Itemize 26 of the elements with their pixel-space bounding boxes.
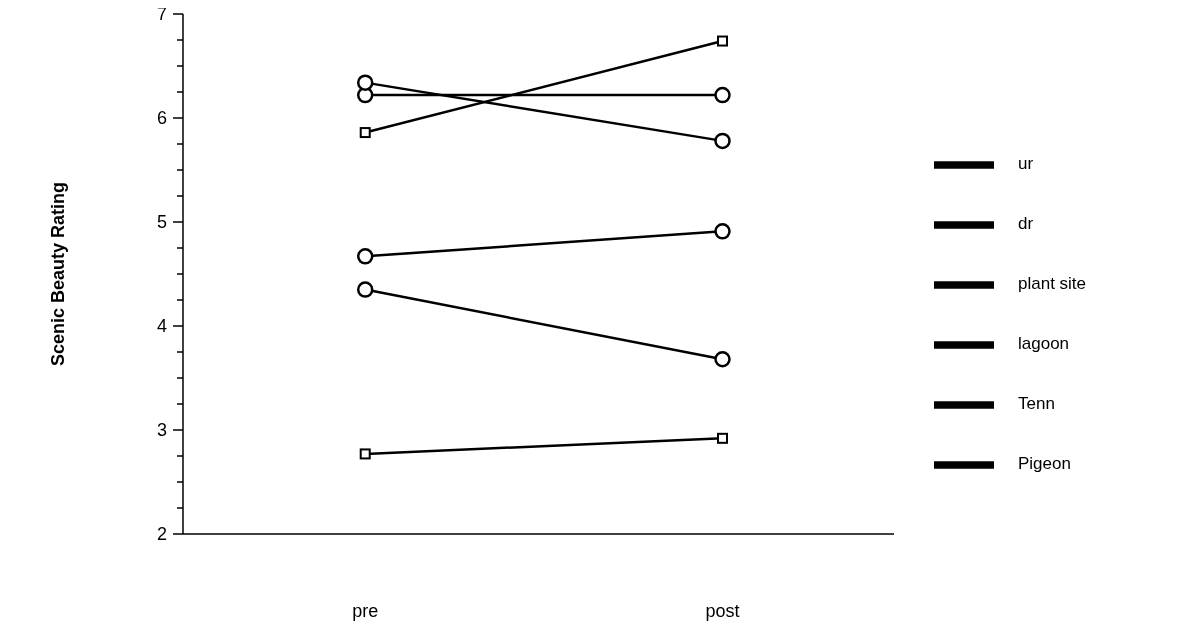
y-tick-label: 4	[156, 316, 167, 336]
point	[714, 132, 731, 150]
legend-label: ur	[1018, 153, 1034, 173]
y-axis-title: Scenic Beauty Rating	[48, 181, 69, 367]
point	[717, 432, 728, 444]
y-tick-label: 5	[156, 212, 167, 232]
legend-label: plant site	[1018, 273, 1087, 293]
legend-label: dr	[1018, 213, 1034, 233]
point	[359, 127, 371, 139]
legend-label: Tenn	[1018, 393, 1055, 413]
point	[356, 248, 374, 265]
point	[356, 281, 374, 298]
y-tick-label: 2	[156, 524, 167, 544]
x-tick-label: post	[705, 600, 740, 621]
point	[714, 86, 731, 104]
point	[717, 35, 728, 47]
point	[356, 74, 374, 91]
y-tick-label: 7	[156, 4, 167, 24]
y-tick-label: 3	[156, 420, 167, 440]
x-tick-label: pre	[352, 600, 379, 621]
point	[714, 351, 731, 368]
point	[359, 448, 371, 460]
point	[714, 223, 731, 240]
legend-label: lagoon	[1018, 333, 1070, 353]
y-tick-label: 6	[156, 108, 167, 128]
legend-label: Pigeon	[1018, 453, 1071, 473]
